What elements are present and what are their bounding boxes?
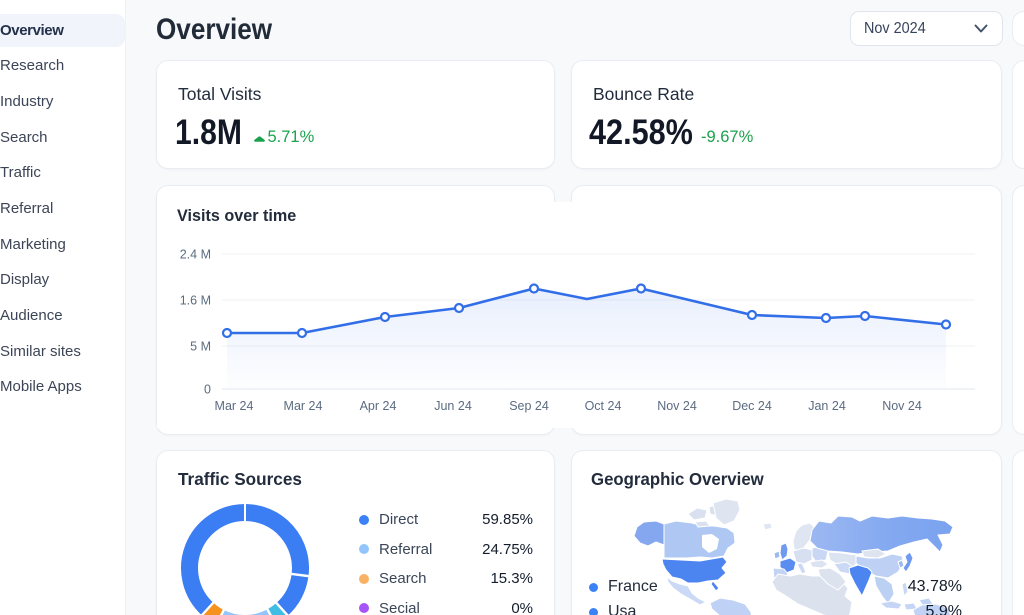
svg-text:1.6 M: 1.6 M (180, 294, 211, 308)
svg-text:Apr 24: Apr 24 (360, 399, 397, 413)
svg-text:Oct 24: Oct 24 (585, 399, 622, 413)
svg-text:Jan 24: Jan 24 (808, 399, 846, 413)
svg-text:Sep 24: Sep 24 (509, 399, 549, 413)
svg-text:Mar 24: Mar 24 (215, 399, 254, 413)
svg-text:Jun 24: Jun 24 (434, 399, 472, 413)
svg-text:Mar 24: Mar 24 (284, 399, 323, 413)
svg-text:Dec 24: Dec 24 (732, 399, 772, 413)
svg-text:5 M: 5 M (190, 340, 211, 354)
svg-text:2.4 M: 2.4 M (180, 248, 211, 262)
svg-text:0: 0 (204, 383, 211, 397)
svg-text:Nov 24: Nov 24 (882, 399, 922, 413)
svg-text:Nov 24: Nov 24 (657, 399, 697, 413)
